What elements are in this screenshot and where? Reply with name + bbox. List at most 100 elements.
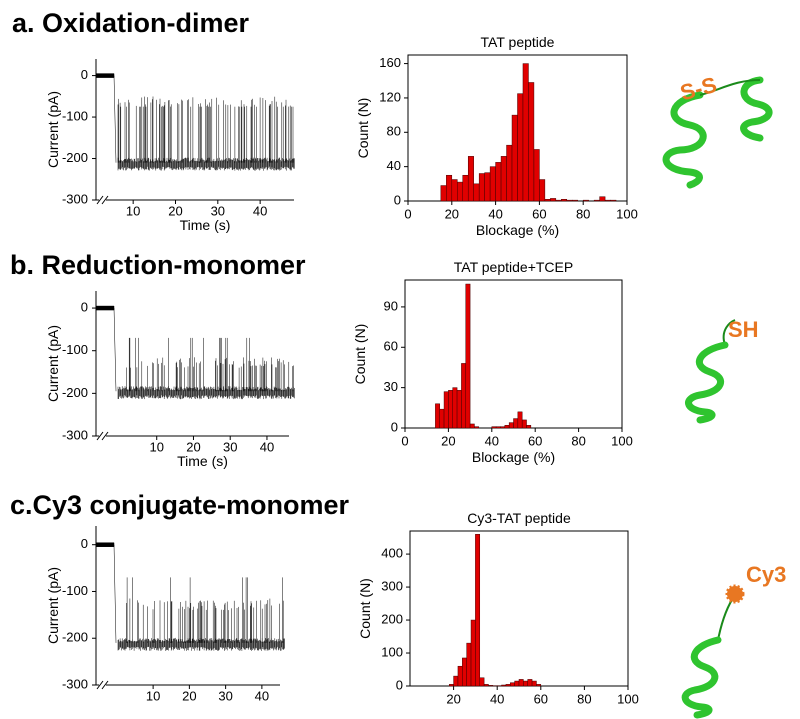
bar — [451, 179, 458, 202]
bar — [514, 680, 520, 687]
bar — [457, 665, 463, 687]
y-tick-label: 40 — [387, 158, 401, 173]
bar — [443, 391, 449, 429]
y-tick-label: 300 — [381, 579, 403, 594]
x-axis — [96, 431, 289, 441]
x-tick-label: 80 — [577, 691, 591, 706]
plot-frame — [409, 530, 629, 687]
trace-noise — [95, 542, 285, 651]
bar — [582, 199, 589, 202]
bar — [572, 199, 578, 202]
bar — [501, 684, 507, 687]
bar — [527, 679, 533, 687]
bar — [550, 198, 557, 202]
dimer-cartoon — [662, 76, 773, 189]
y-axis-label: Count (N) — [357, 578, 373, 639]
bar — [536, 684, 542, 687]
chart-title: TAT peptide+TCEP — [454, 259, 573, 275]
y-tick-label: 200 — [381, 611, 403, 626]
bar — [531, 680, 537, 687]
bar — [505, 684, 511, 687]
bar — [484, 172, 491, 202]
panel-heading: b. Reduction-monomer — [10, 250, 306, 280]
bar — [456, 390, 462, 429]
y-tick-label: 0 — [81, 299, 88, 314]
x-tick-label: 0 — [401, 433, 408, 448]
x-tick-label: 40 — [488, 206, 502, 221]
y-axis-label: Count (N) — [355, 98, 371, 159]
x-tick-label: 40 — [253, 203, 267, 218]
y-tick-label: -100 — [62, 108, 88, 123]
monomer-cartoon — [685, 319, 736, 424]
x-tick-label: 30 — [218, 688, 232, 703]
bar — [506, 144, 513, 202]
dye-star — [725, 584, 745, 604]
x-axis — [96, 195, 294, 205]
bar — [504, 425, 510, 429]
bar — [489, 166, 496, 202]
y-axis-label: Current (pA) — [45, 91, 61, 168]
chart-title: TAT peptide — [481, 34, 555, 50]
bar — [457, 181, 463, 202]
trace-noise — [95, 305, 295, 400]
bar — [508, 422, 514, 429]
x-tick-label: 30 — [211, 203, 225, 218]
chem-label: Cy3 — [746, 562, 786, 587]
y-tick-label: 0 — [81, 536, 88, 551]
bar — [500, 156, 507, 202]
x-axis-label: Blockage (%) — [472, 449, 555, 465]
chart-title: Cy3-TAT peptide — [467, 510, 571, 526]
y-tick-label: 30 — [384, 379, 398, 394]
bar — [478, 173, 485, 202]
x-tick-label: 40 — [485, 433, 499, 448]
x-axis-label: Time (s) — [180, 217, 231, 233]
bar — [561, 199, 568, 202]
monomer-cartoon — [681, 584, 745, 719]
x-tick-label: 60 — [528, 433, 542, 448]
bar — [511, 114, 518, 202]
y-tick-label: 400 — [381, 546, 403, 561]
x-tick-label: 10 — [149, 439, 163, 454]
bar — [500, 426, 506, 429]
x-tick-label: 40 — [260, 439, 274, 454]
y-axis-label: Current (pA) — [45, 325, 61, 402]
bar — [533, 149, 540, 202]
x-tick-label: 60 — [534, 691, 548, 706]
y-tick-label: -300 — [62, 191, 88, 206]
bar — [435, 403, 440, 429]
bar — [599, 196, 606, 202]
x-tick-label: 20 — [441, 433, 455, 448]
bar — [473, 183, 480, 202]
bar — [523, 680, 528, 687]
y-tick-label: 0 — [81, 67, 88, 82]
bar — [517, 93, 524, 202]
y-tick-label: -100 — [62, 583, 88, 598]
bar — [522, 63, 529, 202]
y-tick-label: -200 — [62, 630, 88, 645]
panel-heading: a. Oxidation-dimer — [12, 8, 250, 38]
bar — [495, 162, 502, 202]
y-tick-label: -200 — [62, 385, 88, 400]
x-tick-label: 80 — [576, 206, 590, 221]
x-tick-label: 80 — [571, 433, 585, 448]
bar — [483, 684, 489, 687]
y-tick-label: 120 — [379, 89, 401, 104]
bar — [453, 675, 459, 687]
panel-heading: c.Cy3 conjugate-monomer — [10, 490, 350, 520]
bar — [526, 425, 532, 429]
x-tick-label: 40 — [490, 691, 504, 706]
bar — [461, 363, 467, 429]
bar — [452, 387, 458, 429]
bar — [448, 684, 454, 687]
x-tick-label: 30 — [223, 439, 237, 454]
y-tick-label: 100 — [381, 644, 403, 659]
y-tick-label: -200 — [62, 150, 88, 165]
bar — [513, 418, 519, 429]
y-tick-label: 60 — [384, 339, 398, 354]
bar — [518, 679, 524, 687]
bar — [479, 677, 485, 687]
x-tick-label: 10 — [146, 688, 160, 703]
bar — [440, 185, 447, 202]
bar — [470, 619, 476, 687]
